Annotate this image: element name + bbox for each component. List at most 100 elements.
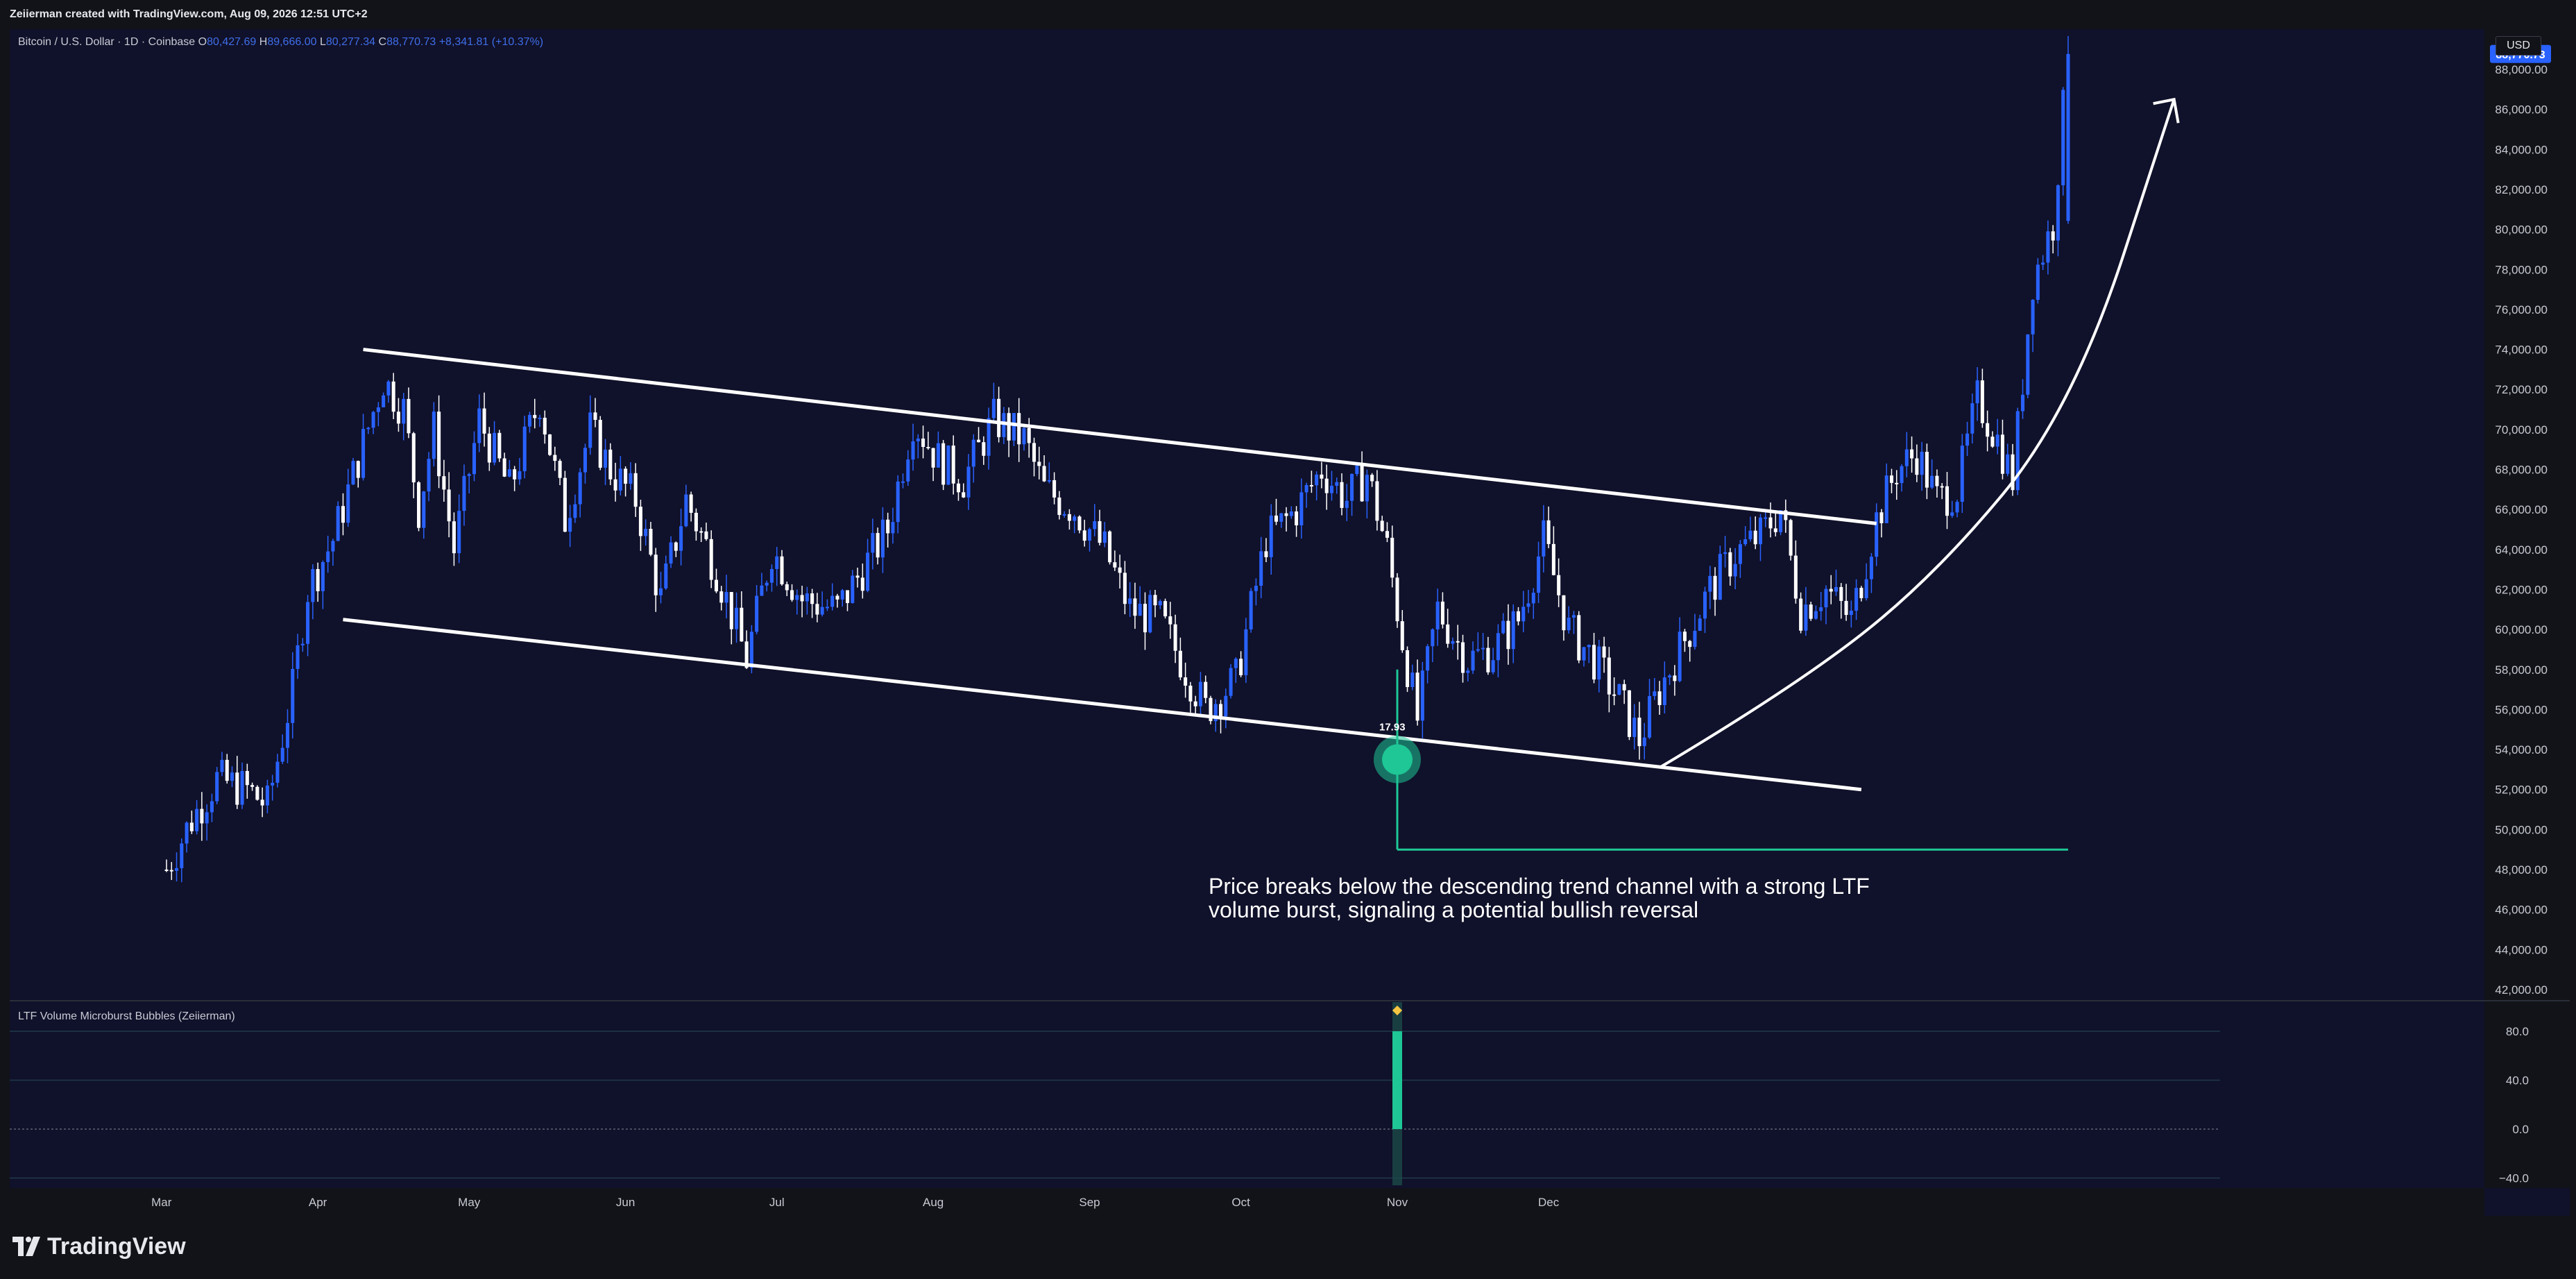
candle-body [906, 459, 910, 482]
candle-body [1582, 647, 1586, 661]
candle-body [1133, 598, 1137, 616]
candle-body [785, 584, 789, 591]
time-tick-label: Jun [616, 1196, 635, 1209]
price-tick-label: 72,000.00 [2495, 383, 2548, 396]
currency-selector[interactable]: USD [2496, 36, 2541, 56]
candle-body [916, 438, 920, 441]
candle-body [1587, 645, 1591, 647]
candle-body [1304, 484, 1308, 493]
candle-body [1859, 588, 1863, 598]
candle-body [714, 579, 719, 592]
candle-body [1844, 600, 1848, 616]
price-tick-label: 80,000.00 [2495, 223, 2548, 237]
candle-body [336, 506, 340, 541]
candle-body [1289, 511, 1293, 516]
candle-body [1259, 551, 1263, 586]
candle-body [669, 542, 673, 564]
candle-body [1960, 446, 1964, 502]
price-tick-label: 50,000.00 [2495, 823, 2548, 836]
candle-body [2000, 434, 2004, 474]
candle-body [987, 418, 991, 456]
price-tick-label: 44,000.00 [2495, 943, 2548, 956]
candle-body [997, 398, 1001, 437]
candle-body [1824, 588, 1828, 608]
candle-body [417, 482, 421, 528]
candle-body [1637, 718, 1641, 747]
reversal-arrow[interactable] [1659, 99, 2176, 769]
candle-body [740, 607, 744, 642]
candle-body [1965, 433, 1970, 446]
volume-burst-bar[interactable] [1392, 1031, 1402, 1129]
candle-body [613, 479, 617, 491]
candle-body [1829, 588, 1833, 592]
candle-body [1274, 515, 1279, 522]
chart-frame[interactable]: 17.93 42,000.00 44,000.00 46,000.00 48,000.0… [10, 29, 2570, 1216]
candle-body [422, 491, 426, 528]
candle-body [1481, 647, 1485, 650]
candle-body [507, 469, 511, 477]
candle-body [1511, 611, 1515, 650]
candle-body [911, 441, 915, 460]
candle-body [361, 429, 366, 478]
price-axis[interactable] [2484, 29, 2570, 1188]
indicator-pane[interactable] [10, 1001, 2484, 1188]
channel-upper-line[interactable] [363, 348, 1877, 525]
candle-body [1789, 520, 1793, 556]
candle-body [563, 477, 567, 532]
price-pane[interactable] [10, 29, 2484, 1001]
price-chart[interactable]: 17.93 42,000.00 44,000.00 46,000.00 48,000.0… [10, 29, 2570, 1216]
candle-body [1471, 650, 1475, 671]
candle-body [493, 432, 497, 463]
candle-body [2066, 53, 2070, 221]
candle-body [1793, 555, 1798, 599]
candle-body [1799, 598, 1803, 631]
time-axis[interactable] [10, 1188, 2484, 1216]
candle-body [1753, 530, 1757, 545]
channel-lower-line[interactable] [343, 618, 1862, 792]
candle-body [2036, 264, 2040, 300]
candle-body [2026, 334, 2030, 395]
candle-body [633, 473, 638, 507]
candle-body [1410, 672, 1415, 688]
candle-body [1970, 403, 1974, 434]
candle-body [2011, 454, 2015, 491]
low-value: 80,277.34 [325, 36, 376, 48]
candle-body [1224, 695, 1228, 717]
time-tick-label: Nov [1387, 1196, 1408, 1209]
candle-body [1935, 475, 1939, 486]
candle-body [200, 808, 204, 824]
candle-body [2015, 411, 2020, 491]
candle-body [1703, 591, 1707, 619]
candle-body [1118, 567, 1122, 573]
candle-body [941, 443, 946, 485]
candle-body [604, 449, 608, 468]
candle-body [1879, 512, 1884, 523]
candle-body [1123, 573, 1127, 604]
candle-body [1426, 646, 1430, 671]
indicator-title: LTF Volume Microburst Bubbles (Zeiierman… [18, 1010, 235, 1022]
brand-logo[interactable]: TradingView [12, 1233, 186, 1260]
price-tick-label: 58,000.00 [2495, 663, 2548, 677]
candle-body [638, 507, 642, 536]
candle-body [548, 434, 552, 455]
candle-body [704, 531, 708, 539]
candle-body [442, 476, 446, 490]
time-tick-label: Sep [1079, 1196, 1100, 1209]
candle-body [1980, 380, 1984, 423]
candle-body [1875, 512, 1879, 557]
candle-body [1562, 595, 1566, 631]
candle-body [1995, 434, 1999, 447]
candle-body [744, 641, 749, 668]
candle-body [1632, 718, 1637, 737]
candle-body [658, 588, 663, 595]
volume-bubble[interactable] [1382, 744, 1413, 775]
candle-body [300, 643, 305, 645]
candle-body [1057, 497, 1061, 516]
candle-body [845, 590, 850, 603]
candle-body [195, 808, 199, 831]
candle-body [1521, 607, 1526, 622]
candle-body [1854, 588, 1859, 611]
candle-body [1758, 517, 1762, 545]
price-tick-label: 60,000.00 [2495, 623, 2548, 636]
candle-body [689, 494, 693, 513]
